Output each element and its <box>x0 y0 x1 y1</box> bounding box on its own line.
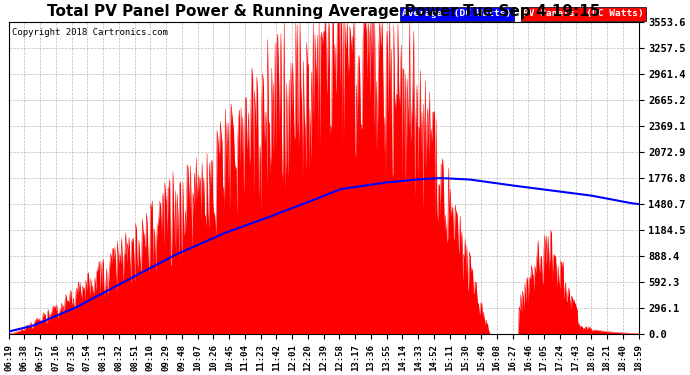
Text: Average  (DC Watts): Average (DC Watts) <box>402 9 511 18</box>
Text: PV Panels  (DC Watts): PV Panels (DC Watts) <box>523 9 644 18</box>
Title: Total PV Panel Power & Running Average Power Tue Sep 4 19:15: Total PV Panel Power & Running Average P… <box>47 4 600 19</box>
Text: Copyright 2018 Cartronics.com: Copyright 2018 Cartronics.com <box>12 28 168 37</box>
